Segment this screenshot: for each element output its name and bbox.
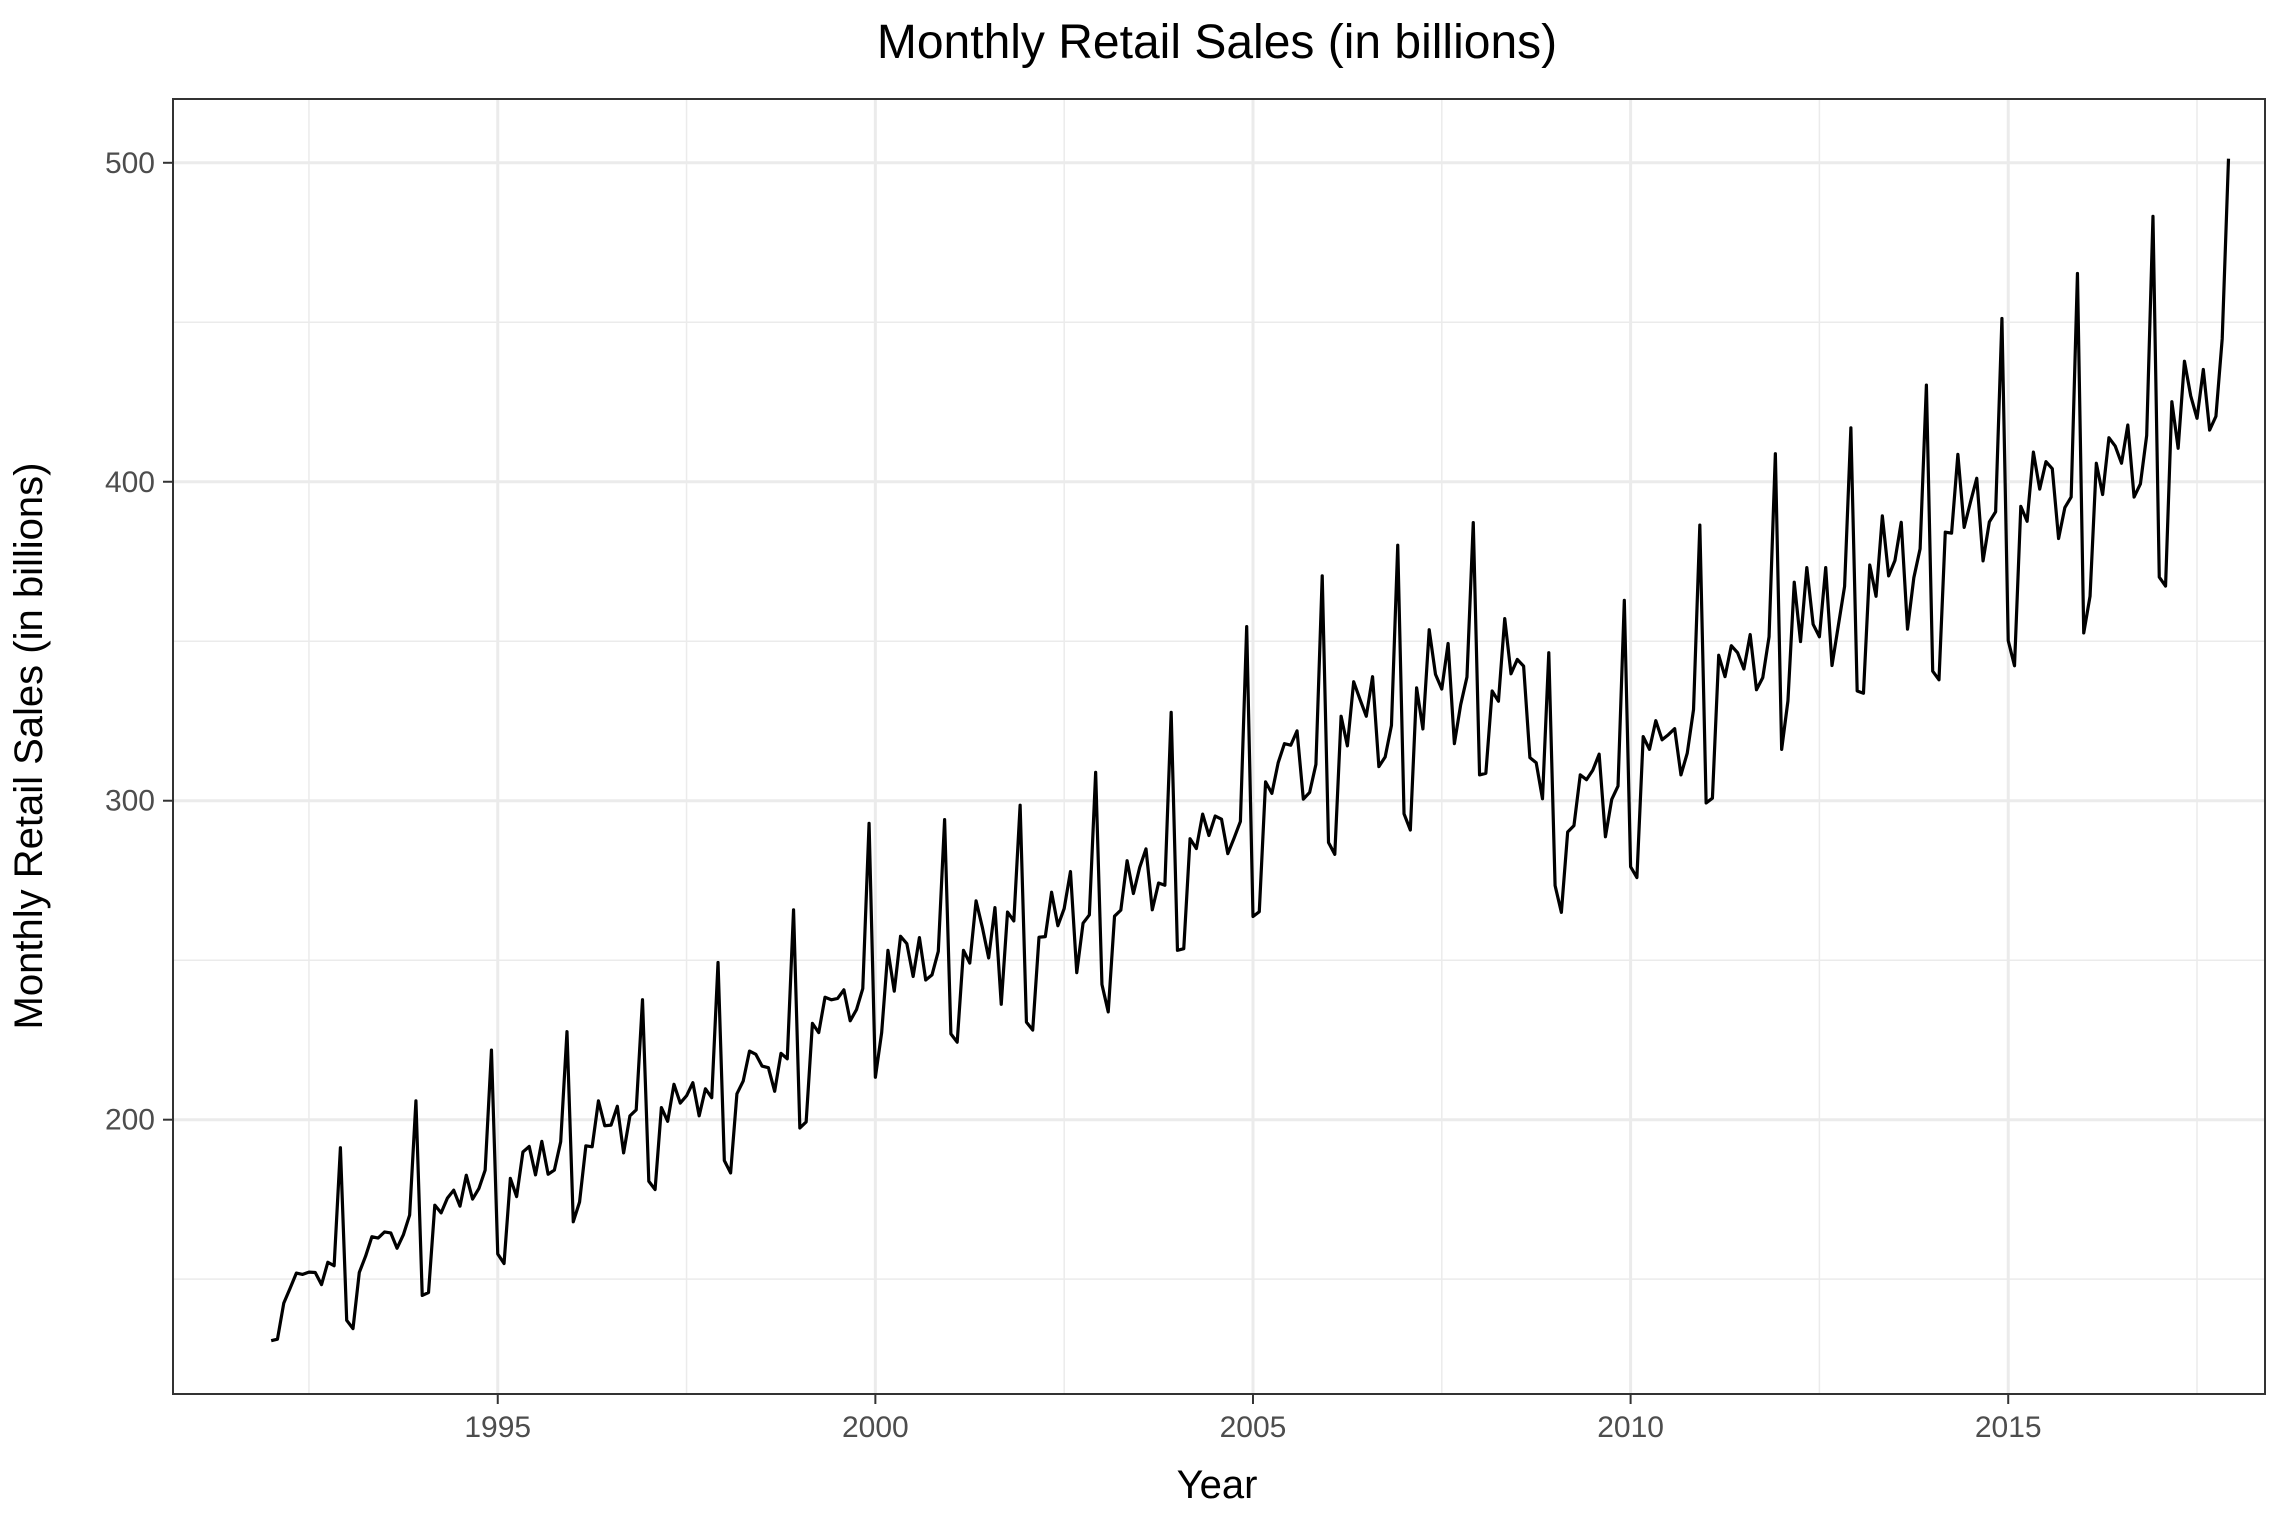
y-axis-label: Monthly Retail Sales (in billions) [7, 463, 51, 1030]
x-tick-label: 2015 [1975, 1411, 2042, 1444]
x-tick-label: 2010 [1597, 1411, 1664, 1444]
x-tick-label: 1995 [464, 1411, 531, 1444]
x-axis-label: Year [1177, 1463, 1258, 1507]
x-tick-label: 2000 [842, 1411, 909, 1444]
y-tick-label: 200 [105, 1104, 155, 1137]
minor-gridlines [173, 99, 2265, 1394]
y-tick-label: 400 [105, 466, 155, 499]
y-tick-label: 500 [105, 147, 155, 180]
plot-panel-border [172, 98, 2266, 1395]
chart-title: Monthly Retail Sales (in billions) [877, 16, 1557, 69]
major-gridlines [173, 99, 2265, 1394]
x-tick-label: 2005 [1220, 1411, 1287, 1444]
y-axis: 200 300 400 500 [105, 147, 173, 1137]
series-line [270, 158, 2231, 1343]
y-tick-label: 300 [105, 785, 155, 818]
x-axis: 1995 2000 2005 2010 2015 [464, 1394, 2042, 1444]
